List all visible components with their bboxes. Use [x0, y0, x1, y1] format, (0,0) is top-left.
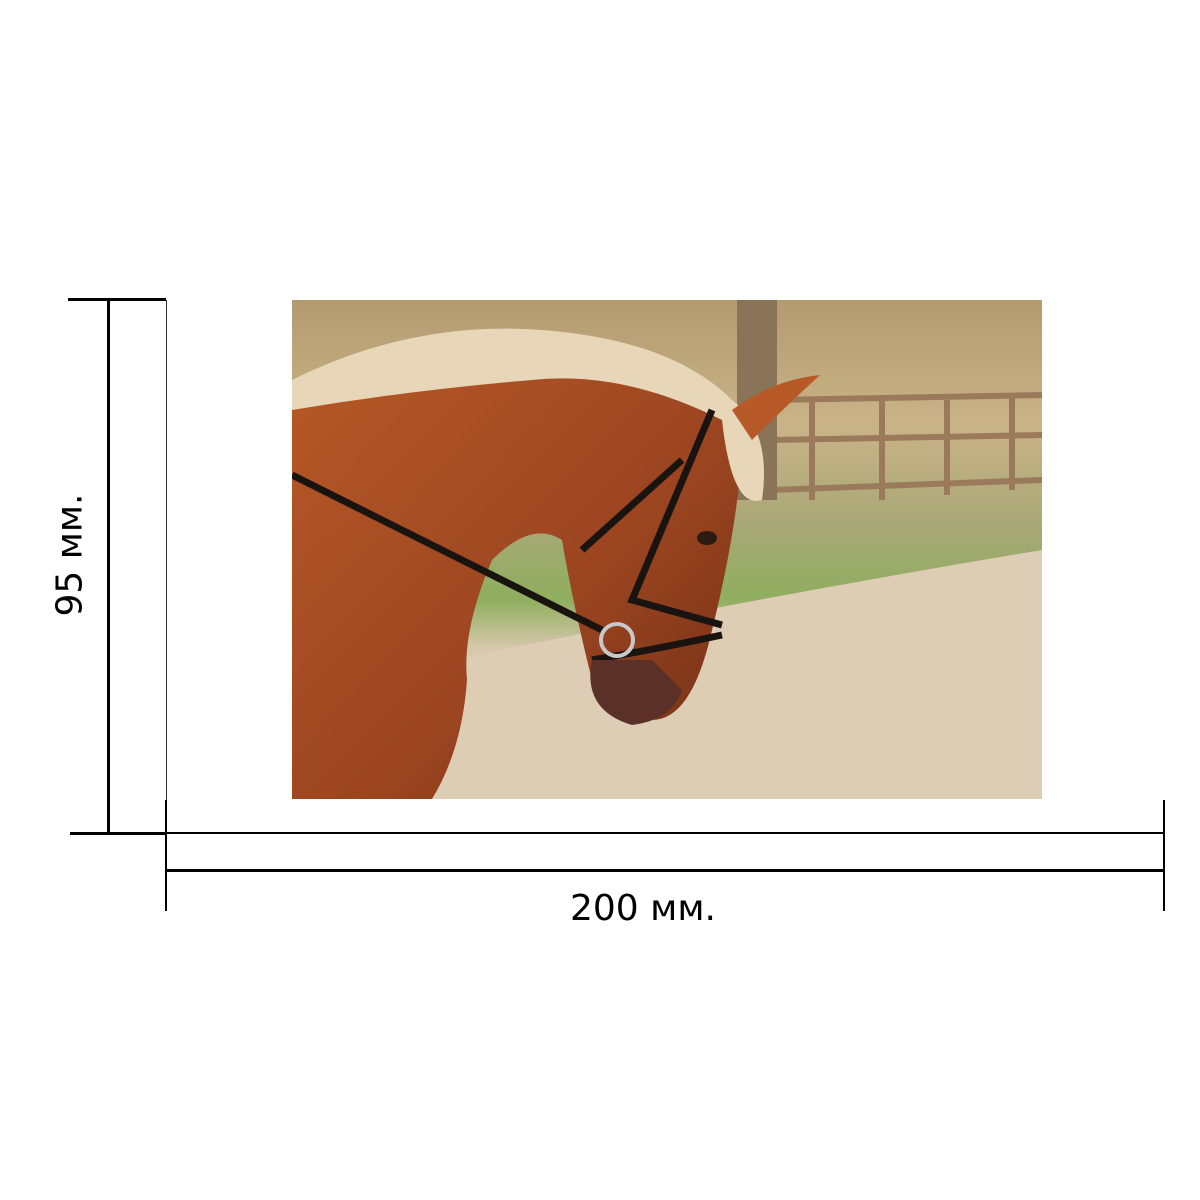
width-left-tick [165, 800, 167, 911]
width-right-tick [1163, 800, 1165, 911]
height-edge-line [166, 300, 167, 834]
height-dimension-line [107, 300, 110, 834]
height-bottom-tick [70, 832, 166, 835]
horse-muzzle [590, 660, 682, 725]
fence [771, 392, 1042, 500]
width-edge-line [166, 832, 1165, 834]
horse-mane [292, 328, 764, 501]
height-label: 95 мм. [49, 493, 91, 617]
horse-photo [292, 300, 1042, 799]
horse-ear [732, 375, 820, 440]
height-top-tick [68, 298, 166, 301]
width-dimension-line [166, 869, 1165, 872]
bridle [292, 408, 723, 664]
width-label: 200 мм. [570, 888, 716, 929]
